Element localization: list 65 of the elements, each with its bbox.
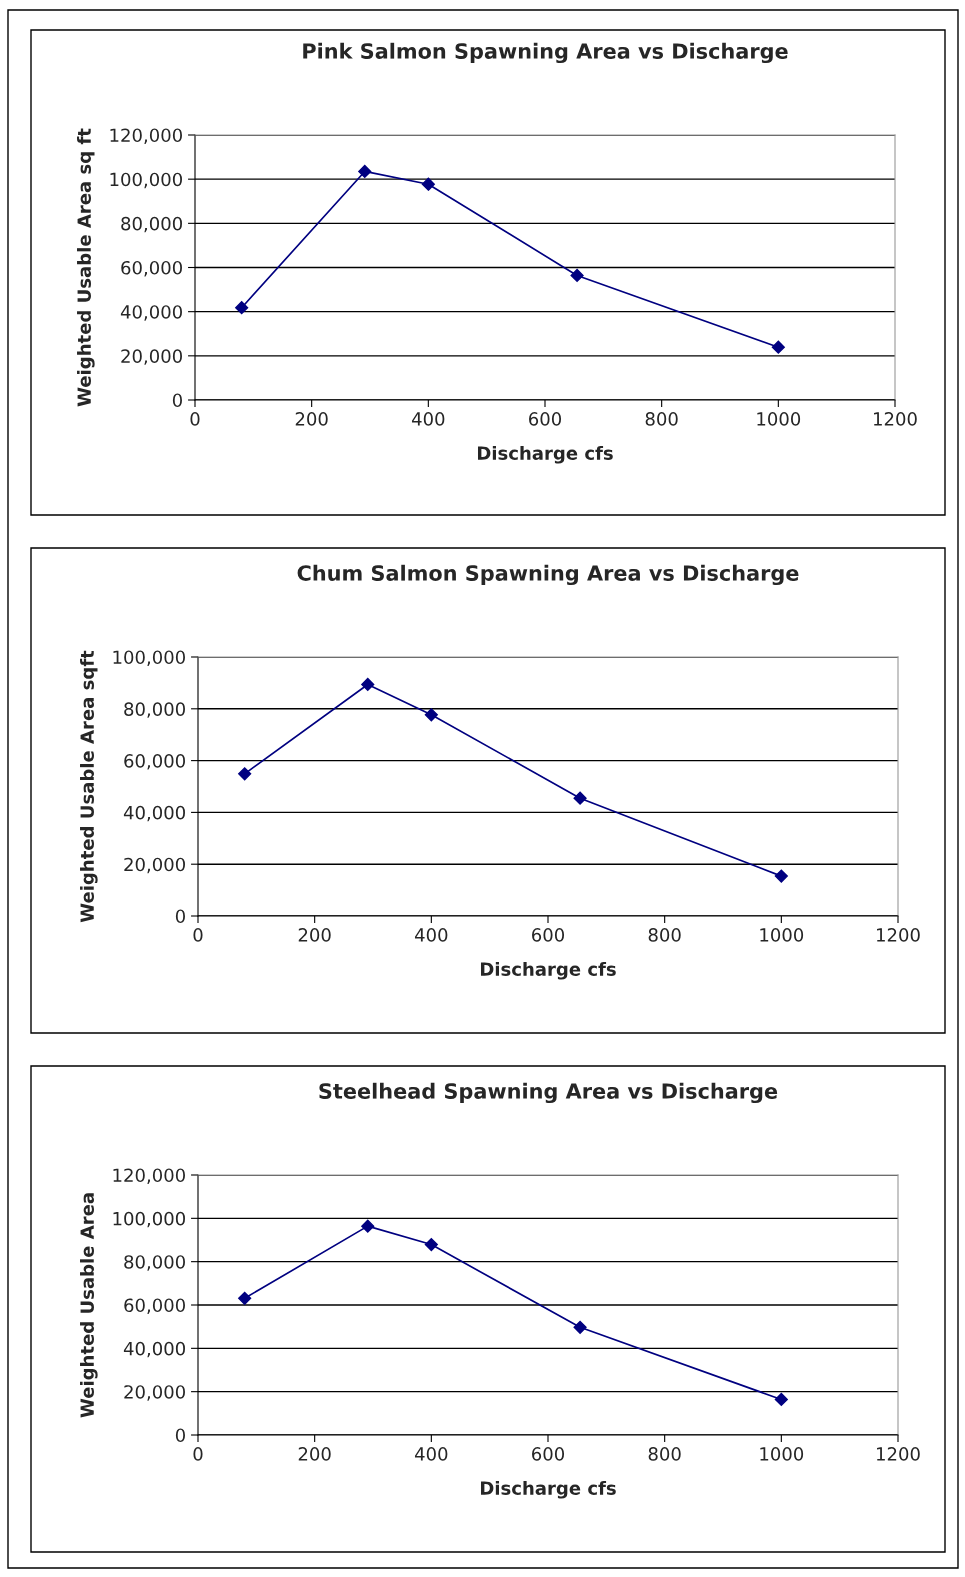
x-axis-title: Discharge cfs — [480, 961, 616, 980]
y-axis-title: Weighted Usable Area sqft — [80, 650, 98, 923]
x-tick-label: 0 — [193, 928, 203, 942]
x-tick-label: 800 — [645, 412, 678, 426]
x-tick-label: 200 — [298, 928, 331, 942]
x-tick-label: 600 — [532, 928, 565, 942]
x-tick-label: 600 — [529, 412, 562, 426]
y-tick-label: 60,000 — [121, 260, 182, 277]
x-tick-label: 400 — [411, 412, 445, 426]
point — [421, 177, 435, 191]
x-tick-label: 0 — [190, 412, 200, 426]
point — [424, 708, 438, 722]
y-tick-label: 100,000 — [110, 172, 182, 189]
point — [573, 1320, 587, 1334]
point — [238, 1291, 252, 1305]
y-axis-title: Weighted Usable Area — [80, 1193, 98, 1418]
point — [774, 869, 788, 883]
x-tick-label: 1000 — [760, 928, 804, 942]
chart-title: Chum Salmon Spawning Area vs Discharge — [297, 564, 799, 586]
y-tick-label: 100,000 — [113, 1211, 185, 1228]
y-tick-label: 0 — [172, 393, 182, 408]
x-tick-label: 600 — [532, 1447, 565, 1461]
y-tick-label: 20,000 — [121, 349, 182, 365]
x-tick-label: 400 — [414, 928, 448, 942]
x-tick-label: 400 — [414, 1447, 448, 1461]
chart-title: Steelhead Spawning Area vs Discharge — [319, 1082, 778, 1104]
x-tick-label: 1200 — [874, 412, 917, 426]
point — [424, 1237, 438, 1252]
x-axis-title: Discharge cfs — [480, 1480, 616, 1499]
x-tick-label: 1200 — [877, 1447, 920, 1461]
y-tick-label: 80,000 — [124, 1255, 185, 1271]
point — [774, 1392, 788, 1407]
point — [238, 767, 252, 781]
y-tick-label: 60,000 — [124, 754, 185, 770]
y-tick-label: 20,000 — [124, 857, 185, 874]
y-tick-label: 0 — [175, 909, 185, 924]
point — [573, 791, 587, 805]
point — [235, 301, 249, 315]
y-tick-label: 20,000 — [124, 1385, 185, 1401]
y-tick-label: 100,000 — [113, 650, 185, 666]
y-tick-label: 40,000 — [120, 305, 182, 321]
x-axis-title: Discharge cfs — [477, 445, 613, 464]
y-axis-title: Weighted Usable Area sq ft — [77, 128, 95, 407]
x-tick-label: 800 — [648, 1447, 681, 1461]
y-tick-label: 80,000 — [124, 702, 185, 718]
x-tick-label: 1000 — [757, 412, 801, 426]
point — [570, 268, 584, 283]
y-tick-label: 80,000 — [121, 216, 182, 233]
point — [771, 340, 785, 354]
x-tick-label: 800 — [648, 928, 681, 942]
y-tick-label: 40,000 — [123, 1341, 185, 1358]
x-tick-label: 1200 — [877, 928, 920, 942]
y-tick-label: 40,000 — [123, 805, 185, 822]
y-tick-label: 120,000 — [110, 128, 182, 144]
y-tick-label: 120,000 — [113, 1168, 185, 1184]
chart-title: Pink Salmon Spawning Area vs Discharge — [303, 42, 788, 64]
x-tick-label: 0 — [193, 1447, 203, 1461]
x-tick-label: 200 — [298, 1447, 331, 1461]
point — [361, 677, 375, 692]
x-tick-label: 1000 — [760, 1447, 804, 1461]
y-tick-label: 60,000 — [124, 1298, 185, 1314]
x-tick-label: 200 — [295, 412, 328, 426]
point — [361, 1219, 375, 1233]
point — [358, 164, 372, 179]
y-tick-label: 0 — [175, 1428, 185, 1443]
